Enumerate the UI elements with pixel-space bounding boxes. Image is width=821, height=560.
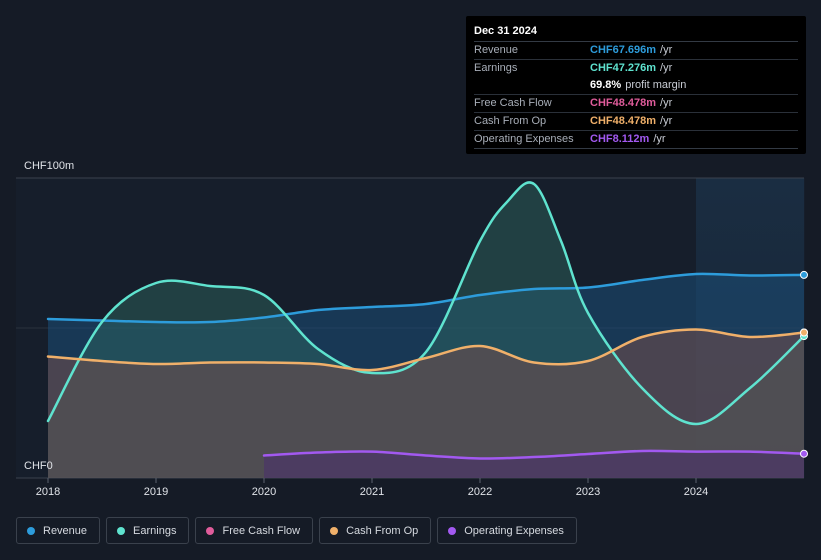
tooltip-unit: /yr xyxy=(660,44,673,56)
tooltip-unit: profit margin xyxy=(625,79,687,91)
legend-dot-icon xyxy=(117,526,126,535)
legend-label: Operating Expenses xyxy=(464,524,564,537)
legend-dot-icon xyxy=(27,526,35,535)
tooltip-label: Operating Expenses xyxy=(474,133,574,145)
line-operating-expenses xyxy=(262,449,806,460)
x-tick-label: 2021 xyxy=(360,486,384,498)
legend-label: Revenue xyxy=(43,524,88,537)
legend-item-free-cash-flow[interactable]: Free Cash Flow xyxy=(195,517,314,544)
line-cash-from-op xyxy=(46,328,806,372)
chart-legend: Revenue Earnings Free Cash Flow Cash Fro… xyxy=(16,517,577,544)
tooltip-label: Cash From Op xyxy=(474,115,547,127)
endpoint-cash-from-op xyxy=(800,328,808,337)
tooltip-value: CHF48.478m xyxy=(590,97,657,109)
legend-item-revenue[interactable]: Revenue xyxy=(16,517,101,544)
tooltip-label xyxy=(474,77,590,94)
tooltip-value: CHF47.276m xyxy=(590,62,657,74)
tooltip-value: CHF48.478m xyxy=(590,115,657,127)
tooltip-unit: /yr xyxy=(660,115,673,127)
tooltip-row-earnings: Earnings CHF47.276m /yr xyxy=(474,60,798,77)
tooltip-row-cash-from-op: Cash From Op CHF48.478m /yr xyxy=(474,113,798,131)
tooltip-row-operating-expenses: Operating Expenses CHF8.112m /yr xyxy=(474,131,798,149)
tooltip-row-profit-margin: 69.8% profit margin xyxy=(474,77,798,95)
legend-dot-icon xyxy=(206,526,215,535)
tooltip-label: Earnings xyxy=(474,62,518,74)
x-tick-label: 2022 xyxy=(468,486,492,498)
tooltip-unit: /yr xyxy=(660,97,673,109)
legend-item-earnings[interactable]: Earnings xyxy=(106,517,190,544)
legend-dot-icon xyxy=(448,526,457,535)
x-tick-label: 2018 xyxy=(36,486,60,498)
legend-label: Cash From Op xyxy=(346,524,419,537)
legend-item-operating-expenses[interactable]: Operating Expenses xyxy=(437,517,577,544)
tooltip-value: CHF8.112m xyxy=(590,133,650,145)
tooltip-unit: /yr xyxy=(653,133,666,145)
x-tick-label: 2024 xyxy=(684,486,708,498)
x-tick-label: 2019 xyxy=(144,486,168,498)
tooltip-value: CHF67.696m xyxy=(590,44,657,56)
area-revenue xyxy=(48,273,804,478)
area-earnings xyxy=(48,182,804,478)
legend-dot-icon xyxy=(330,526,339,535)
endpoint-revenue xyxy=(800,270,808,279)
area-operating-expenses xyxy=(264,450,804,478)
line-revenue xyxy=(46,272,806,324)
legend-label: Free Cash Flow xyxy=(222,524,301,537)
area-cash-from-op xyxy=(48,329,804,478)
tooltip-label: Free Cash Flow xyxy=(474,97,552,109)
legend-item-cash-from-op[interactable]: Cash From Op xyxy=(319,517,432,544)
legend-label: Earnings xyxy=(133,524,177,537)
x-tick-label: 2023 xyxy=(576,486,600,498)
y-axis-bottom-label: CHF0 xyxy=(24,460,53,472)
tooltip-value: 69.8% xyxy=(590,79,622,91)
x-tick-label: 2020 xyxy=(252,486,276,498)
tooltip-panel: Dec 31 2024 Revenue CHF67.696m /yr Earni… xyxy=(466,16,806,154)
area-free-cash-flow xyxy=(48,329,804,478)
y-axis-top-label: CHF100m xyxy=(24,160,75,172)
line-earnings xyxy=(46,181,806,426)
tooltip-date: Dec 31 2024 xyxy=(474,24,798,42)
tooltip-label: Revenue xyxy=(474,44,519,56)
tooltip-unit: /yr xyxy=(660,62,673,74)
endpoint-operating-expenses xyxy=(800,449,808,458)
tooltip-row-free-cash-flow: Free Cash Flow CHF48.478m /yr xyxy=(474,95,798,113)
tooltip-row-revenue: Revenue CHF67.696m /yr xyxy=(474,42,798,60)
